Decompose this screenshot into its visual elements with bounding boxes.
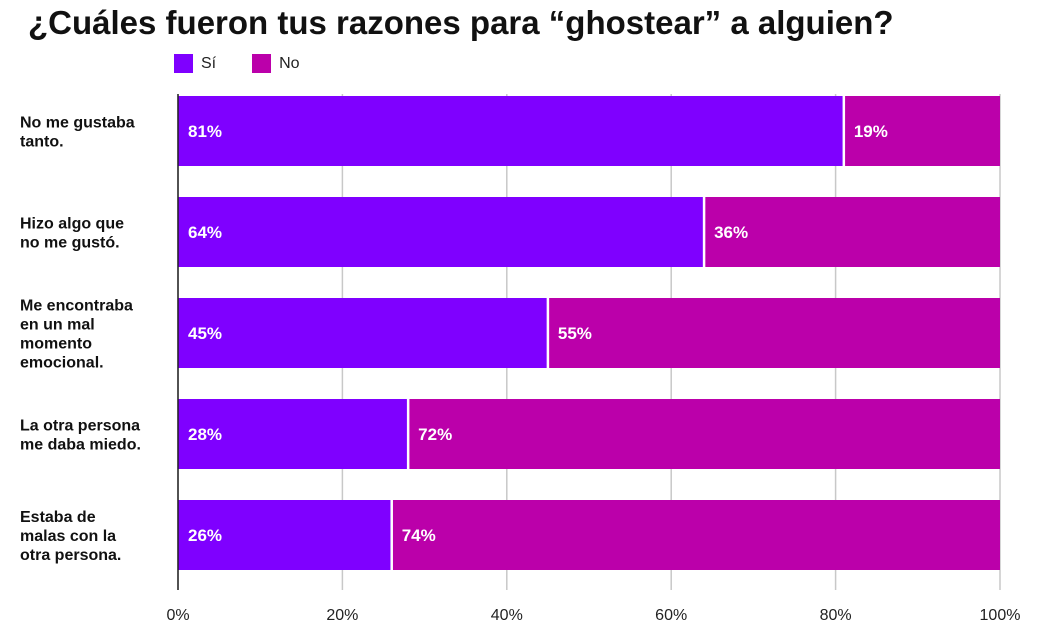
value-label-3-1: 72% xyxy=(418,425,452,444)
bar-4-0 xyxy=(178,500,392,570)
category-label-3: La otra persona me daba miedo. xyxy=(20,418,141,454)
legend-item-si: Sí xyxy=(174,54,216,73)
legend: Sí No xyxy=(174,54,336,73)
x-tick-label-3: 60% xyxy=(655,607,687,624)
value-label-0-0: 81% xyxy=(188,122,222,141)
bar-1-1 xyxy=(704,197,1000,267)
bar-4-1 xyxy=(391,500,1001,570)
chart-title: ¿Cuáles fueron tus razones para “ghostea… xyxy=(28,4,894,41)
x-tick-label-4: 80% xyxy=(820,607,852,624)
value-label-3-0: 28% xyxy=(188,425,222,444)
x-tick-label-5: 100% xyxy=(980,607,1021,624)
bar-3-1 xyxy=(408,399,1000,469)
legend-swatch-si xyxy=(174,54,193,73)
category-label-0: No me gustaba tanto. xyxy=(20,115,135,151)
value-label-4-1: 74% xyxy=(402,526,436,545)
bar-0-0 xyxy=(178,96,844,166)
x-tick-label-0: 0% xyxy=(166,607,189,624)
category-label-1: Hizo algo que no me gustó. xyxy=(20,216,124,252)
legend-item-no: No xyxy=(252,54,300,73)
value-label-4-0: 26% xyxy=(188,526,222,545)
x-tick-label-1: 20% xyxy=(326,607,358,624)
bar-1-0 xyxy=(178,197,705,267)
legend-label-si: Sí xyxy=(201,54,217,72)
category-label-2: Me encontraba en un mal momento emocional. xyxy=(20,298,133,372)
bar-0-1 xyxy=(843,96,1000,166)
category-label-4: Estaba de malas con la otra persona. xyxy=(20,509,121,564)
legend-swatch-no xyxy=(252,54,272,73)
bar-2-0 xyxy=(178,298,548,368)
value-label-2-0: 45% xyxy=(188,324,222,343)
value-label-1-0: 64% xyxy=(188,223,222,242)
bar-3-0 xyxy=(178,399,409,469)
value-label-0-1: 19% xyxy=(854,122,888,141)
value-label-1-1: 36% xyxy=(714,223,748,242)
x-tick-label-2: 40% xyxy=(491,607,523,624)
legend-label-no: No xyxy=(279,54,300,72)
bar-2-1 xyxy=(547,298,1000,368)
value-label-2-1: 55% xyxy=(558,324,592,343)
